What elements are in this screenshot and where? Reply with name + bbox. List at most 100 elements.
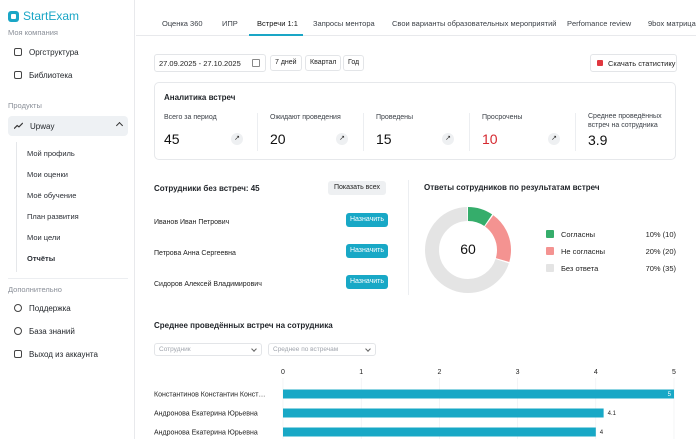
stat-divider	[363, 113, 364, 151]
donut-slice-2	[425, 207, 511, 293]
stat-value: 20	[270, 131, 286, 147]
tab-meetings[interactable]: Встречи 1:1	[257, 19, 298, 28]
section-label-company: Моя компания	[8, 28, 58, 37]
logo-text: StartExam	[23, 9, 80, 23]
tab-mentor-requests[interactable]: Запросы ментора	[313, 19, 375, 28]
average-select[interactable]: Среднее по встречам	[268, 343, 376, 356]
stat-value: 15	[376, 131, 392, 147]
legend-label: Без ответа	[561, 264, 599, 273]
sidebar-item-support[interactable]: Поддержка	[8, 299, 128, 317]
employee-name: Петрова Анна Сергеевна	[154, 250, 236, 257]
x-tick-label: 2	[437, 369, 441, 376]
chevron-up-icon[interactable]	[115, 121, 124, 130]
x-tick-label: 3	[516, 369, 520, 376]
arrow-icon[interactable]: ↗	[231, 133, 243, 145]
stat-value: 3.9	[588, 132, 608, 148]
tab-360[interactable]: Оценка 360	[162, 19, 203, 28]
section-label-extra: Дополнительно	[8, 285, 62, 294]
section-label-products: Продукты	[8, 101, 42, 110]
date-range-value: 27.09.2025 - 27.10.2025	[159, 59, 241, 68]
sidebar-subitem-profile[interactable]: Мой профиль	[27, 149, 75, 158]
assign-button[interactable]: Назначить	[346, 275, 388, 289]
donut-center-value: 60	[460, 241, 476, 257]
sidebar-subitem-goals[interactable]: Мои цели	[27, 233, 61, 242]
stat-label: Проведены	[376, 114, 414, 121]
employee-row: Иванов Иван Петрович Назначить	[154, 213, 390, 233]
download-label: Скачать статистику	[608, 58, 676, 68]
bar	[283, 408, 604, 418]
stat-divider	[575, 113, 576, 151]
sidebar-item-label: Поддержка	[29, 303, 71, 313]
sidebar-subitem-assessments[interactable]: Мои оценки	[27, 170, 68, 179]
sidebar: StartExam Моя компания Оргструктура Библ…	[0, 0, 135, 439]
stat-value: 45	[164, 131, 180, 147]
legend-value: 20% (20)	[645, 247, 676, 256]
employee-row: Петрова Анна Сергеевна Назначить	[154, 244, 390, 264]
assign-button[interactable]: Назначить	[346, 213, 388, 227]
calendar-icon	[252, 59, 260, 67]
legend-swatch	[546, 230, 554, 238]
sidebar-subitem-dev-plan[interactable]: План развития	[27, 212, 79, 221]
sidebar-item-label: Выход из аккаунта	[29, 349, 98, 359]
sidebar-item-library[interactable]: Библиотека	[8, 66, 128, 84]
stat-overdue: Просрочены 10 ↗	[482, 113, 562, 153]
donut-slice-1	[425, 207, 511, 293]
stat-divider	[469, 113, 470, 151]
logout-icon	[14, 350, 22, 358]
sidebar-subitem-learning[interactable]: Моё обучение	[27, 191, 77, 200]
tab-bar: Оценка 360 ИПР Встречи 1:1 Запросы менто…	[136, 0, 696, 36]
tab-custom-events[interactable]: Свои варианты образовательных мероприяти…	[392, 19, 557, 28]
arrow-icon[interactable]: ↗	[336, 133, 348, 145]
analytics-title: Аналитика встреч	[164, 93, 236, 102]
sidebar-divider	[8, 278, 128, 279]
sidebar-item-label: Upway	[30, 121, 55, 131]
x-tick-label: 4	[594, 369, 598, 376]
employee-select-placeholder: Сотрудник	[159, 346, 191, 353]
arrow-icon[interactable]: ↗	[442, 133, 454, 145]
date-range-input[interactable]: 27.09.2025 - 27.10.2025	[154, 54, 266, 72]
legend-swatch	[546, 247, 554, 255]
sidebar-item-upway[interactable]: Upway	[8, 116, 128, 136]
legend-item-agree: Согласны 10% (10)	[546, 229, 676, 241]
sidebar-item-label: Библиотека	[29, 70, 73, 80]
stat-value: 10	[482, 131, 498, 147]
download-stats-button[interactable]: Скачать статистику	[590, 54, 677, 72]
period-quarter[interactable]: Квартал	[305, 55, 342, 71]
sidebar-subitem-reports[interactable]: Отчёты	[27, 254, 56, 263]
legend-item-no-answer: Без ответа 70% (35)	[546, 263, 676, 275]
stat-label: Всего за период	[164, 114, 217, 121]
logo[interactable]: StartExam	[8, 9, 79, 23]
sidebar-item-orgstructure[interactable]: Оргструктура	[8, 43, 128, 61]
stat-divider	[257, 113, 258, 151]
period-7-days[interactable]: 7 дней	[270, 55, 302, 71]
legend-label: Не согласны	[561, 247, 606, 256]
bar-value-label: 5	[668, 392, 672, 398]
sidebar-item-knowledge[interactable]: База знаний	[8, 322, 128, 340]
legend-swatch	[546, 264, 554, 272]
tab-performance-review[interactable]: Perfomance review	[567, 19, 632, 28]
assign-button[interactable]: Назначить	[346, 244, 388, 258]
responses-title: Ответы сотрудников по результатам встреч	[424, 183, 600, 192]
arrow-icon[interactable]: ↗	[548, 133, 560, 145]
tab-ipr[interactable]: ИПР	[222, 19, 238, 28]
employee-name: Иванов Иван Петрович	[154, 219, 230, 226]
stat-average: Среднее проведённых встреч на сотрудника…	[588, 112, 672, 152]
sidebar-item-logout[interactable]: Выход из аккаунта	[8, 345, 128, 363]
tab-9box[interactable]: 9box матрица	[648, 19, 696, 28]
show-all-button[interactable]: Показать всех	[328, 181, 386, 195]
submenu-line	[16, 142, 128, 272]
legend-value: 70% (35)	[645, 264, 676, 273]
responses-donut-chart	[425, 207, 511, 293]
chevron-down-icon	[251, 346, 257, 352]
library-icon	[14, 71, 22, 79]
bar-category-label: Андронова Екатерина Юрьевна	[154, 411, 258, 418]
period-year[interactable]: Год	[343, 55, 365, 71]
stat-pending: Ожидают проведения 20 ↗	[270, 113, 350, 153]
support-icon	[14, 304, 22, 312]
bar	[283, 389, 674, 399]
org-icon	[14, 48, 22, 56]
employee-select[interactable]: Сотрудник	[154, 343, 262, 356]
download-icon	[597, 60, 603, 66]
stat-total: Всего за период 45 ↗	[164, 113, 244, 153]
